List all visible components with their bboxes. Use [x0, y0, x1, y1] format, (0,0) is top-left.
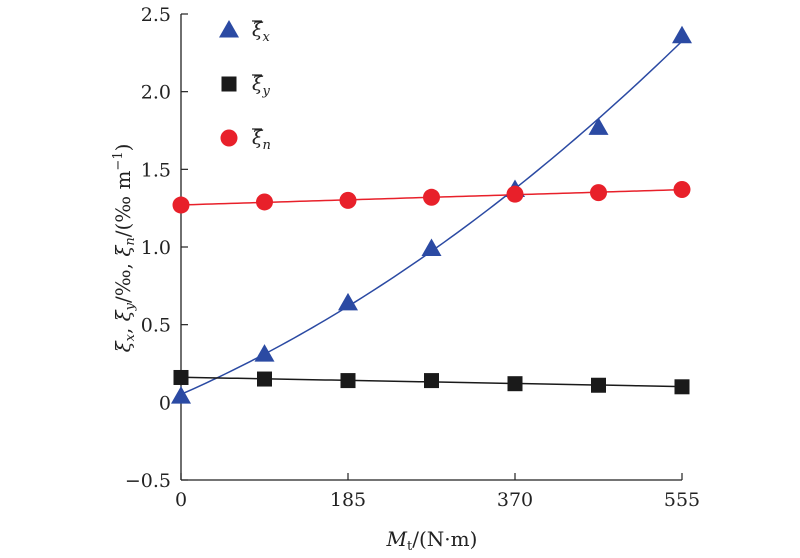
data-point-xi-y — [340, 373, 356, 389]
data-point-xi-y — [257, 371, 272, 387]
data-point-xi-y — [507, 376, 523, 392]
data-point-xi-x — [588, 117, 609, 135]
data-point-xi-y — [674, 379, 690, 395]
x-tick-label: 185 — [330, 489, 366, 511]
legend-label-xi-y: ξy — [252, 73, 270, 99]
legend-marker-xi-x — [219, 20, 239, 38]
y-tick-label: 0 — [159, 392, 171, 414]
data-point-xi-y — [424, 373, 439, 389]
legend: ξx ξy ξn — [219, 19, 271, 153]
y-tick-label: −0.5 — [125, 470, 171, 492]
legend-marker-xi-n — [220, 129, 238, 147]
data-point-xi-n — [256, 193, 273, 211]
y-tick-label: 2.5 — [141, 4, 171, 26]
data-point-xi-x — [171, 386, 191, 404]
data-point-xi-n — [339, 191, 357, 209]
legend-marker-xi-y — [221, 76, 237, 92]
data-point-xi-x — [338, 292, 358, 311]
data-point-xi-n — [423, 188, 440, 206]
axes: −0.500.51.01.52.02.50 185 370 555 — [125, 4, 700, 511]
data-point-xi-n — [590, 184, 607, 202]
data-point-xi-x — [421, 238, 442, 257]
y-tick-label: 0.5 — [141, 315, 171, 337]
x-tick-label: 370 — [497, 489, 533, 511]
data-point-xi-n — [506, 185, 524, 203]
legend-label-xi-x: ξx — [252, 19, 270, 45]
x-axis-label: Mt/(N·m) — [386, 527, 478, 554]
y-tick-label: 1.0 — [141, 237, 171, 259]
y-tick-label: 2.0 — [141, 82, 171, 104]
data-point-xi-n — [172, 196, 190, 214]
y-axis-label: ξx, ξy/‰, ξn/(‰ m−1) — [111, 144, 138, 353]
y-tick-label: 1.5 — [141, 159, 171, 181]
data-point-xi-x — [254, 344, 275, 362]
data-point-xi-x — [672, 25, 692, 44]
data-point-xi-y — [173, 369, 189, 385]
data-point-xi-y — [591, 377, 606, 393]
data-point-xi-n — [673, 181, 691, 199]
x-tick-label: 555 — [664, 489, 700, 511]
legend-label-xi-n: ξn — [252, 127, 271, 153]
x-tick-label: 0 — [175, 489, 187, 511]
data-points — [171, 25, 692, 404]
